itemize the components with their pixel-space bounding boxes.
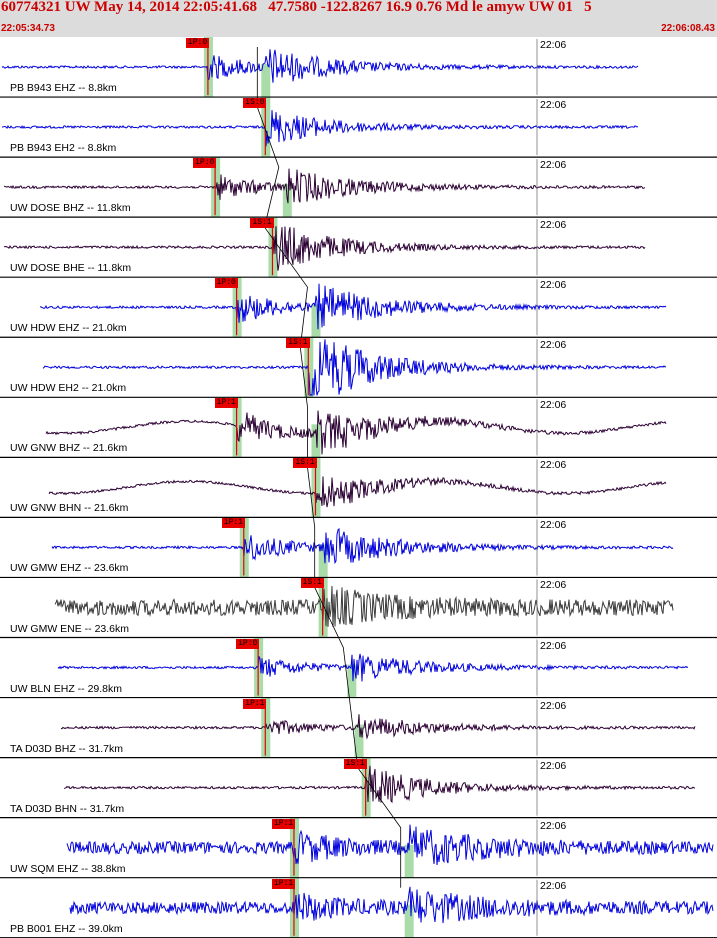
time-tick-label: 22:06 (540, 699, 567, 712)
pick-window (311, 424, 321, 458)
pick-window (404, 844, 414, 878)
trace-label: UW HDW EHZ -- 21.0km (10, 322, 127, 335)
trace-label: UW DOSE BHZ -- 11.8km (10, 202, 131, 215)
pick-window (311, 304, 321, 338)
trace-labels: PB B943 EHZ -- 8.8km 22:06 iP:0 PB B943 EH2… (0, 37, 717, 938)
waveform (48, 476, 667, 508)
phase-pick-label[interactable]: iP:1 (271, 878, 296, 889)
time-tick-label: 22:06 (540, 519, 567, 532)
trace-label: TA D03D BHN -- 31.7km (10, 802, 125, 815)
pick-window (354, 724, 364, 758)
phase-pick-label[interactable]: iS:0 (243, 98, 267, 109)
phase-pick-label[interactable]: iS:1 (250, 218, 274, 229)
pick-window (261, 64, 271, 98)
end-time: 22:06:08.43 (661, 23, 715, 34)
time-tick-label: 22:06 (540, 459, 567, 472)
trace-label: UW GMW EHZ -- 23.6km (10, 562, 129, 575)
trace-label: PB B943 EH2 -- 8.8km (10, 142, 117, 155)
waveform (69, 886, 714, 924)
seismogram-plot (0, 37, 717, 938)
time-tick-label: 22:06 (540, 39, 567, 51)
time-tick-label: 22:06 (540, 159, 567, 172)
phase-pick-label[interactable]: iS:1 (343, 758, 367, 769)
trace-label: UW SQM EHZ -- 38.8km (10, 862, 126, 875)
time-tick-label: 22:06 (540, 819, 567, 832)
time-tick-label: 22:06 (540, 639, 567, 652)
waveform (3, 226, 646, 271)
phase-pick-label[interactable]: iP:0 (236, 638, 260, 649)
waveform (3, 168, 646, 204)
trace-label: UW HDW EH2 -- 21.0km (10, 382, 127, 395)
waveform (1, 49, 639, 83)
phase-pick-label[interactable]: iP:1 (271, 818, 296, 829)
waveform (60, 714, 696, 740)
time-tick-label: 22:06 (540, 399, 567, 412)
trace-label: UW BLN EHZ -- 29.8km (10, 682, 123, 695)
waveform (63, 765, 696, 804)
phase-pick-label[interactable]: iP:1 (214, 398, 238, 409)
time-tick-label: 22:06 (540, 879, 567, 892)
phase-pick-label[interactable]: iS:1 (300, 578, 324, 589)
waveform (42, 339, 667, 397)
waveform (1, 110, 639, 147)
time-tick-label: 22:06 (540, 579, 567, 592)
event-header: 60774321 UW May 14, 2014 22:05:41.68 47.… (0, 0, 717, 37)
pick-window (318, 544, 328, 578)
waveform (57, 653, 689, 682)
time-tick-label: 22:06 (540, 759, 567, 772)
phase-pick-label[interactable]: iP:0 (214, 278, 238, 289)
trace-label: UW GNW BHN -- 21.6km (10, 502, 129, 515)
waveform (54, 585, 674, 628)
event-title: 60774321 UW May 14, 2014 22:05:41.68 47.… (1, 0, 592, 15)
pick-window (347, 664, 357, 698)
trace-label: UW GMW ENE -- 23.6km (10, 622, 130, 635)
phase-pick-label[interactable]: iP:1 (243, 698, 267, 709)
trace-label: UW GNW BHZ -- 21.6km (10, 442, 128, 455)
time-tick-label: 22:06 (540, 339, 567, 352)
trace-label: PB B943 EHZ -- 8.8km (10, 82, 117, 95)
time-tick-label: 22:06 (540, 99, 567, 112)
trace-label: UW DOSE BHE -- 11.8km (10, 262, 132, 275)
trace-label: TA D03D BHZ -- 31.7km (10, 742, 123, 755)
time-tick-label: 22:06 (540, 219, 567, 232)
waveform (66, 824, 714, 866)
start-time: 22:05:34.73 (1, 23, 55, 34)
pick-window (404, 904, 414, 938)
phase-pick-label[interactable]: iP:0 (193, 158, 217, 169)
waveform (51, 527, 674, 565)
phase-pick-label[interactable]: iP:0 (185, 38, 210, 48)
phase-pick-label[interactable]: iS:1 (293, 458, 317, 469)
waveform (45, 410, 667, 455)
trace-label: PB B001 EHZ -- 39.0km (10, 922, 123, 935)
time-tick-label: 22:06 (540, 279, 567, 292)
waveform (39, 283, 667, 330)
phase-pick-label[interactable]: iP:1 (221, 518, 245, 529)
phase-pick-label[interactable]: iS:1 (286, 338, 310, 349)
